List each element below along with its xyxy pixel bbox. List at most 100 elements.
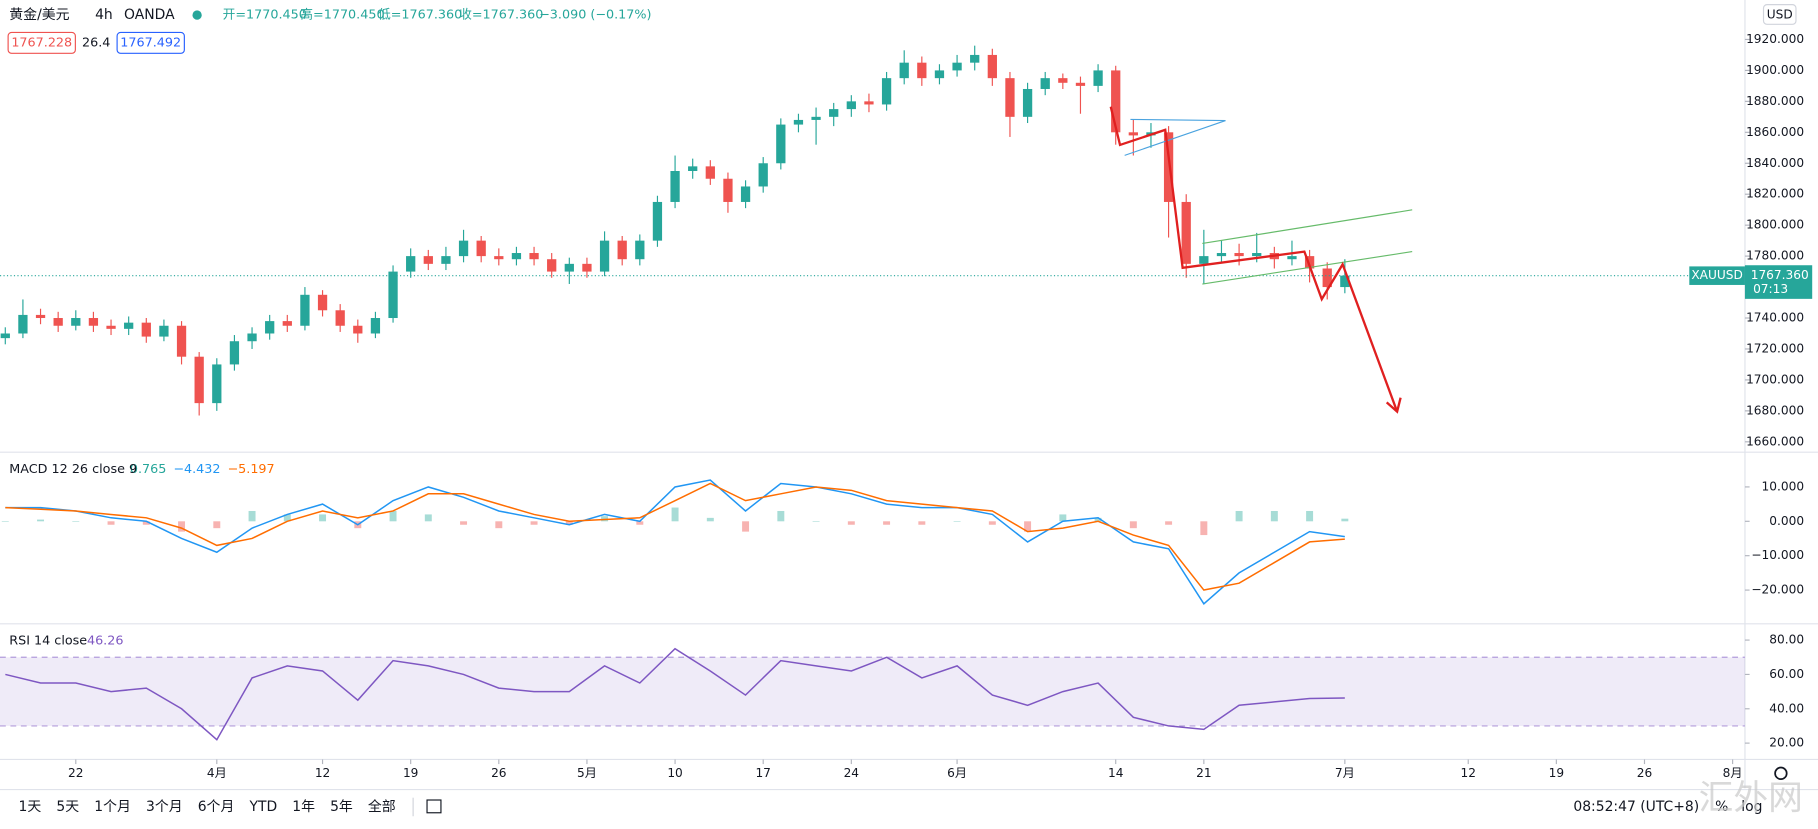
candle-body <box>776 124 786 164</box>
range-button[interactable]: 5年 <box>330 799 353 815</box>
forecast-path <box>1109 106 1399 413</box>
range-button[interactable]: 1个月 <box>94 799 131 815</box>
candle-body <box>617 240 627 260</box>
histogram-bar <box>424 514 432 522</box>
candle-body <box>229 341 240 365</box>
status-dot <box>192 10 202 20</box>
channel-line <box>1202 251 1413 285</box>
candle-body <box>1216 253 1227 257</box>
candle-body <box>1287 256 1297 260</box>
candle-body <box>1022 88 1033 117</box>
candle-body <box>1128 132 1138 136</box>
candle-body <box>494 256 504 260</box>
ohlc-close: 收=1767.360 <box>459 8 543 23</box>
candle-body <box>476 240 486 257</box>
ask[interactable]: 1767.492 <box>120 35 181 50</box>
indicator-line <box>5 479 1345 605</box>
triangle-line <box>1124 120 1226 156</box>
x-tick-label: 22 <box>68 766 83 780</box>
triangle-line <box>1130 118 1226 122</box>
candle-body <box>1322 268 1332 288</box>
range-button[interactable]: 3个月 <box>146 799 183 815</box>
histogram-bar <box>1 521 9 522</box>
clock: 08:52:47 (UTC+8) <box>1573 799 1699 815</box>
y-tick-label: 1900.000 <box>1746 63 1804 77</box>
candle-body <box>458 240 469 257</box>
range-button[interactable]: 6个月 <box>198 799 235 815</box>
candle-body <box>300 294 310 326</box>
candle-body <box>159 325 169 337</box>
rsi-band <box>0 657 1745 726</box>
range-button[interactable]: 1年 <box>292 799 315 815</box>
ohlc-open: 开=1770.450 <box>223 8 307 23</box>
y-tick-label: 1840.000 <box>1746 156 1804 170</box>
channel-line <box>1202 209 1413 245</box>
price-tag-box <box>1744 265 1813 299</box>
y-tick-label: 1880.000 <box>1746 94 1804 108</box>
x-tick-label: 17 <box>755 766 770 780</box>
drawings <box>1109 106 1413 414</box>
x-tick-label: 24 <box>844 766 860 780</box>
histogram-bar <box>1094 517 1102 522</box>
candle-body <box>1075 82 1086 86</box>
candle-body <box>529 253 539 260</box>
candle-body <box>864 101 874 105</box>
histogram-bar <box>1306 510 1314 522</box>
candle-body <box>652 201 663 241</box>
candle-body <box>705 166 715 179</box>
candle-body <box>370 318 381 334</box>
candle-body <box>970 54 980 63</box>
histogram-bar <box>142 521 150 525</box>
range-button[interactable]: YTD <box>248 799 277 815</box>
candle-body <box>1252 253 1262 257</box>
candle-body <box>1199 256 1209 264</box>
y-tick-label: −10.000 <box>1751 548 1804 562</box>
y-tick-label: 1680.000 <box>1746 403 1804 417</box>
legend: 黄金/美元 4h OANDA 开=1770.450 高=1770.450 低=1… <box>7 7 652 54</box>
candle-body <box>1163 132 1174 202</box>
y-tick-label: 1660.000 <box>1746 434 1804 448</box>
candle-body <box>564 263 574 272</box>
settings-icon[interactable] <box>1774 766 1788 781</box>
ohlc-high: 高=1770.450 <box>300 7 384 23</box>
y-tick-label: 1820.000 <box>1746 187 1804 201</box>
candle-body <box>1111 70 1121 133</box>
log-toggle[interactable]: log <box>1741 799 1762 815</box>
x-tick-label: 14 <box>1108 766 1124 780</box>
range-button[interactable]: 全部 <box>368 798 396 815</box>
histogram-bar <box>918 521 926 525</box>
y-tick-label: 1860.000 <box>1746 125 1804 139</box>
x-tick-label: 21 <box>1196 766 1211 780</box>
range-button[interactable]: 1天 <box>19 799 42 815</box>
percent-toggle[interactable]: % <box>1715 799 1728 815</box>
currency-box[interactable] <box>1762 4 1797 25</box>
candle-body <box>88 318 99 326</box>
candle-body <box>670 171 680 202</box>
histogram-bar <box>671 507 679 522</box>
compare-icon[interactable] <box>426 799 442 814</box>
ask-box[interactable] <box>116 31 185 54</box>
bid[interactable]: 1767.228 <box>11 35 72 50</box>
x-tick-label: 10 <box>667 766 682 780</box>
candle-body <box>987 54 997 79</box>
y-tick-label: 0.000 <box>1769 514 1804 528</box>
bid-box[interactable] <box>7 31 76 54</box>
currency[interactable]: USD <box>1767 8 1793 22</box>
range-button[interactable]: 5天 <box>56 799 79 815</box>
candle-body <box>106 325 116 329</box>
x-tick-label: 26 <box>1637 766 1652 780</box>
histogram-bar <box>1024 521 1032 532</box>
candle-body <box>53 318 63 326</box>
symbol: 黄金/美元 <box>9 7 69 23</box>
candle-body <box>176 325 187 357</box>
histogram-bar <box>283 514 291 522</box>
y-tick-label: 1700.000 <box>1746 372 1804 386</box>
candle-body <box>934 70 945 79</box>
histogram-bar <box>530 521 538 525</box>
x-tick-label: 4月 <box>207 766 227 780</box>
histogram-bar <box>319 514 327 522</box>
candle-body <box>846 101 856 110</box>
histogram-bar <box>706 517 714 522</box>
